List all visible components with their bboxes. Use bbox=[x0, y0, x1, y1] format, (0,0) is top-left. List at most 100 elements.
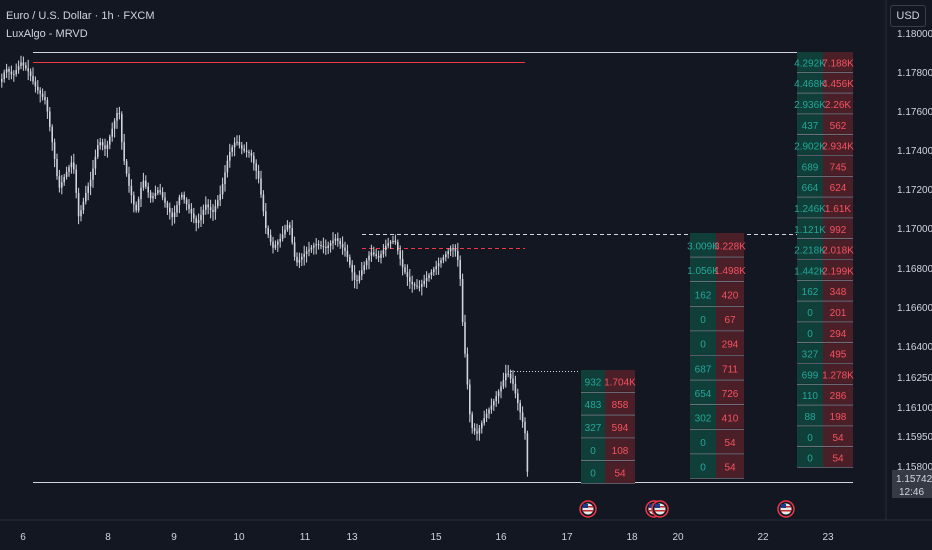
candle-body bbox=[56, 158, 58, 177]
sell-volume-cell bbox=[605, 415, 635, 438]
sell-volume-cell bbox=[823, 197, 853, 218]
sell-volume-cell bbox=[823, 405, 853, 426]
candle-body bbox=[358, 275, 361, 281]
candle-body bbox=[289, 224, 291, 228]
buy-volume-cell bbox=[690, 257, 716, 282]
candle-body bbox=[356, 279, 358, 281]
candle-body bbox=[46, 100, 49, 112]
candle-body bbox=[495, 396, 497, 401]
buy-volume-value: 1.442K bbox=[794, 266, 826, 277]
sell-volume-value: 2.199K bbox=[822, 266, 854, 277]
candle-body bbox=[485, 413, 488, 418]
price-tick-label: 1.17000 bbox=[897, 224, 932, 235]
candle-body bbox=[521, 412, 524, 422]
candle-body bbox=[464, 322, 466, 354]
candle-body bbox=[149, 192, 152, 199]
candle-body bbox=[133, 195, 135, 205]
indicator-label[interactable]: LuxAlgo - MRVD bbox=[6, 28, 88, 40]
candle-body bbox=[73, 162, 75, 170]
candle-body bbox=[3, 72, 5, 80]
time-tick-label: 18 bbox=[626, 532, 638, 543]
candle-body bbox=[238, 141, 241, 146]
buy-volume-cell bbox=[581, 438, 605, 461]
time-axis[interactable]: 6 8 9 10 11 13 15 16 17 18 20 22 23 bbox=[20, 532, 834, 543]
candle-body bbox=[325, 247, 327, 249]
candle-body bbox=[461, 278, 464, 323]
candle-body bbox=[293, 242, 296, 257]
candle-body bbox=[75, 169, 77, 193]
candle-body bbox=[219, 194, 221, 201]
sell-volume-value: 54 bbox=[832, 433, 844, 444]
candle-body bbox=[161, 192, 164, 198]
candle-body bbox=[363, 265, 365, 271]
candle-body bbox=[452, 248, 454, 250]
candle-body bbox=[195, 218, 197, 223]
countdown-label: 12:46 bbox=[899, 487, 924, 498]
us-flag-icon[interactable] bbox=[651, 500, 669, 518]
candle-body bbox=[332, 240, 334, 244]
buy-volume-value: 2.936K bbox=[794, 100, 826, 111]
candle-body bbox=[121, 114, 123, 143]
buy-volume-cell bbox=[690, 282, 716, 306]
economic-events bbox=[579, 500, 795, 518]
candle-body bbox=[505, 373, 507, 381]
candle-body bbox=[113, 120, 116, 129]
sell-volume-cell bbox=[823, 135, 853, 155]
candle-body bbox=[404, 267, 406, 273]
candle-body bbox=[178, 197, 181, 205]
currency-unit-button[interactable]: USD bbox=[890, 5, 926, 27]
candle-body bbox=[500, 386, 502, 392]
profile-17: 932 1.704K 483 858 327 594 0 108 0 54 bbox=[581, 370, 636, 484]
buy-volume-cell bbox=[797, 343, 823, 363]
buy-volume-cell bbox=[690, 380, 716, 405]
candle-body bbox=[39, 90, 41, 94]
candle-body bbox=[226, 160, 229, 173]
candle-body bbox=[469, 384, 471, 415]
sell-volume-value: 562 bbox=[830, 121, 847, 132]
sell-volume-cell bbox=[823, 93, 853, 114]
candle-body bbox=[493, 401, 495, 406]
buy-volume-cell bbox=[797, 239, 823, 259]
candle-body bbox=[233, 142, 236, 148]
buy-volume-value: 4.468K bbox=[794, 79, 826, 90]
buy-volume-value: 0 bbox=[590, 469, 596, 480]
current-price-tag: 1.15742 12:46 bbox=[892, 470, 932, 498]
candle-body bbox=[339, 240, 341, 245]
sell-volume-value: 54 bbox=[832, 454, 844, 465]
candle-body bbox=[445, 254, 447, 258]
buy-volume-value: 1.121K bbox=[794, 225, 826, 236]
buy-volume-value: 0 bbox=[807, 308, 813, 319]
sell-volume-cell bbox=[823, 156, 853, 176]
candle-body bbox=[188, 204, 190, 209]
candle-body bbox=[200, 215, 202, 221]
candle-body bbox=[130, 185, 133, 196]
sell-volume-cell bbox=[716, 405, 744, 429]
buy-volume-cell bbox=[797, 52, 823, 72]
symbol-title[interactable]: Euro / U.S. Dollar · 1h · FXCM bbox=[6, 10, 155, 22]
candle-body bbox=[373, 252, 375, 255]
candle-body bbox=[361, 270, 363, 276]
candle-body bbox=[27, 68, 29, 72]
candle-body bbox=[502, 380, 505, 387]
candle-body bbox=[243, 148, 245, 151]
candle-body bbox=[257, 171, 260, 179]
candle-body bbox=[351, 264, 353, 273]
us-flag-icon[interactable] bbox=[579, 500, 597, 518]
candle-body bbox=[197, 220, 200, 223]
candle-body bbox=[315, 244, 317, 246]
us-flag-icon[interactable] bbox=[777, 500, 795, 518]
candle-body bbox=[281, 234, 284, 239]
candle-body bbox=[349, 257, 351, 265]
candle-body bbox=[346, 250, 349, 258]
candle-body bbox=[37, 86, 39, 91]
price-axis[interactable]: 1.18000 1.17800 1.17600 1.17400 1.17200 1.170… bbox=[897, 29, 932, 473]
sell-volume-cell bbox=[823, 260, 853, 280]
sell-volume-value: 2.934K bbox=[822, 142, 854, 153]
candle-body bbox=[272, 241, 274, 248]
sell-volume-value: 54 bbox=[724, 463, 736, 474]
sell-volume-value: 3.228K bbox=[714, 241, 746, 252]
candle-body bbox=[416, 285, 418, 287]
candle-body bbox=[164, 197, 166, 203]
candle-body bbox=[437, 263, 440, 267]
